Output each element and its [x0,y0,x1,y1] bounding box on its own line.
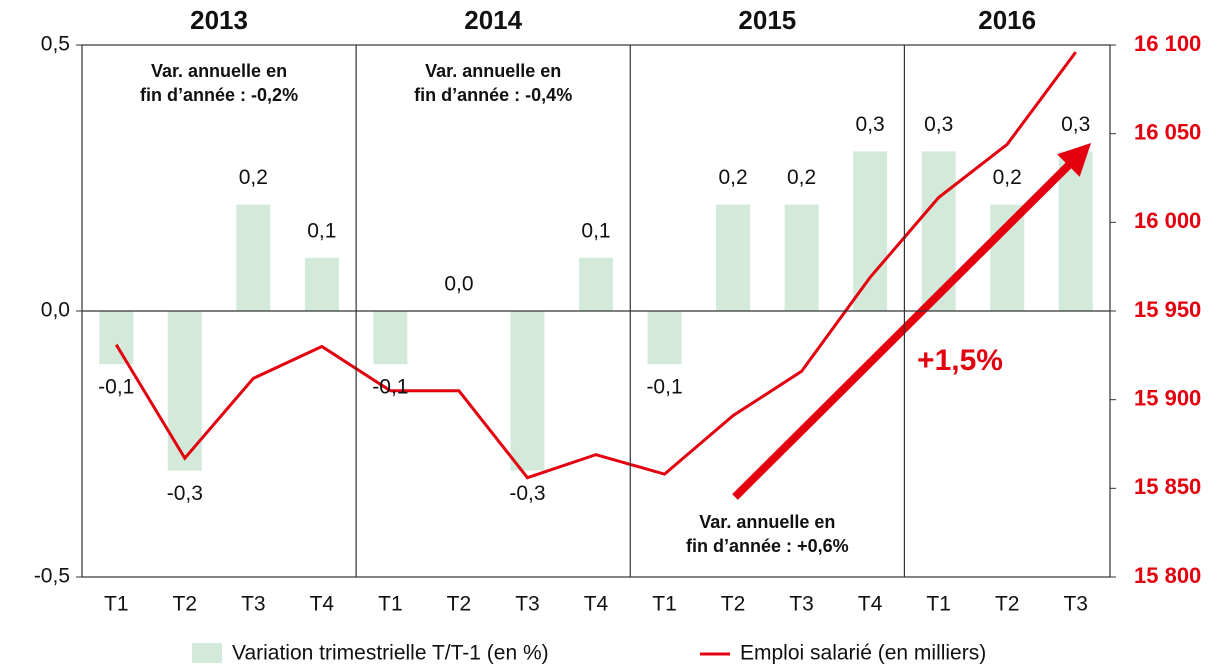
value-label: 0,3 [924,113,953,136]
year-label: 2015 [738,5,796,35]
year-label: 2013 [190,5,248,35]
bar [99,311,134,365]
value-label: 0,2 [787,166,816,189]
value-label: -0,1 [372,376,408,399]
annotation: fin d’année : +0,6% [686,536,849,556]
year-label: 2014 [464,5,522,35]
y-tick-label: 0,5 [41,33,70,56]
value-label: 0,2 [239,166,268,189]
legend-label: Emploi salarié (en milliers) [740,642,986,665]
x-tick-label: T1 [926,593,951,616]
x-tick-label: T3 [241,593,266,616]
value-label: -0,3 [167,482,203,505]
value-label: -0,1 [646,376,682,399]
x-tick-label: T2 [447,593,472,616]
y2-tick-label: 16 100 [1134,31,1201,56]
value-label: -0,3 [509,482,545,505]
bar [647,311,682,365]
x-tick-label: T1 [652,593,677,616]
x-tick-label: T2 [995,593,1020,616]
growth-label: +1,5% [917,344,1003,377]
line [114,51,1077,480]
x-tick-label: T2 [173,593,198,616]
x-tick-label: T1 [104,593,129,616]
legend-label: Variation trimestrielle T/T-1 (en %) [232,642,549,665]
bar [716,204,751,311]
marks [99,51,1093,480]
value-label: 0,3 [856,113,885,136]
value-label: 0,3 [1061,113,1090,136]
x-tick-label: T2 [721,593,746,616]
bar [510,311,545,471]
value-label: 0,1 [581,219,610,242]
value-label: 0,1 [307,219,336,242]
bar [579,257,613,311]
x-tick-label: T3 [515,593,540,616]
bar [784,204,819,311]
year-label: 2016 [978,5,1036,35]
annotation: fin d’année : -0,2% [140,85,298,105]
y-tick-label: -0,5 [34,565,70,588]
bar [853,151,888,311]
bar [1058,151,1093,311]
value-label: 0,2 [718,166,747,189]
bar [236,204,271,311]
bar [373,311,408,365]
x-tick-label: T4 [584,593,609,616]
bar [304,257,339,311]
x-tick-label: T3 [789,593,814,616]
annotation: fin d’année : -0,4% [414,85,572,105]
value-label: 0,2 [993,166,1022,189]
bar [990,204,1025,311]
legend-swatch [192,643,222,663]
value-label: -0,1 [98,376,134,399]
y-tick-label: 0,0 [41,299,70,322]
y2-tick-label: 15 850 [1134,474,1201,499]
y2-tick-label: 15 900 [1134,385,1201,410]
y2-tick-label: 15 950 [1134,297,1201,322]
annotation: Var. annuelle en [699,512,835,532]
x-tick-label: T1 [378,593,403,616]
y2-tick-label: 15 800 [1134,563,1201,588]
annotation: Var. annuelle en [425,61,561,81]
annotation: Var. annuelle en [151,61,287,81]
value-label: 0,0 [444,273,473,296]
y2-tick-label: 16 000 [1134,208,1201,233]
x-tick-label: T4 [858,593,883,616]
x-tick-label: T4 [310,593,335,616]
bar [167,311,202,471]
growth-arrow [732,142,1092,500]
x-tick-label: T3 [1063,593,1088,616]
y2-tick-label: 16 050 [1134,119,1201,144]
